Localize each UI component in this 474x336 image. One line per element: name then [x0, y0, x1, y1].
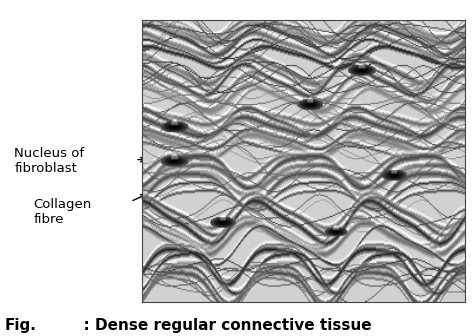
Text: Nucleus of
fibroblast: Nucleus of fibroblast — [14, 147, 84, 175]
Text: Fig.: Fig. — [5, 318, 36, 333]
Text: : Dense regular connective tissue: : Dense regular connective tissue — [52, 318, 372, 333]
Text: Collagen
fibre: Collagen fibre — [33, 198, 91, 226]
